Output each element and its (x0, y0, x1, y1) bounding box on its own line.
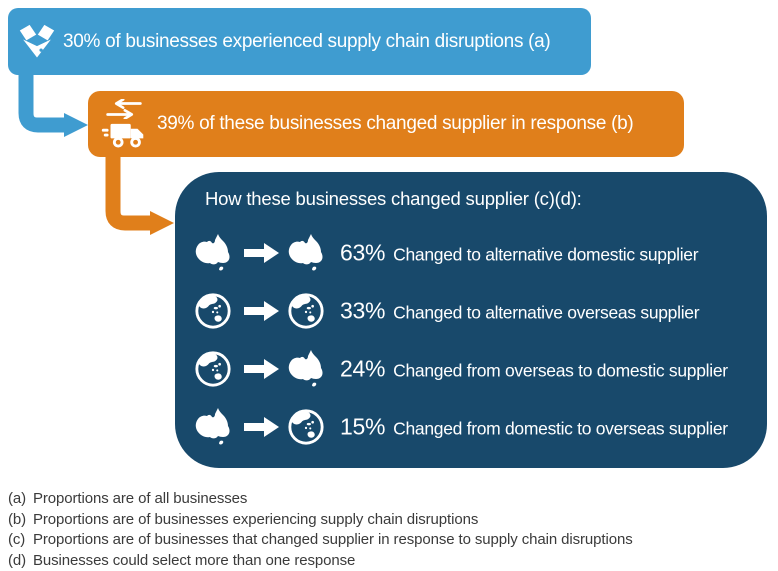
arrow-right-icon (244, 416, 280, 438)
result-label: Changed from domestic to overseas suppli… (393, 418, 728, 439)
footnote-text: Businesses could select more than one re… (33, 551, 356, 569)
step2-icon-column (100, 99, 148, 149)
australia-map-icon (287, 234, 327, 272)
footnote-label: (b) (8, 510, 27, 528)
result-text: 24% Changed from overseas to domestic su… (340, 356, 728, 383)
result-text: 63% Changed to alternative domestic supp… (340, 239, 699, 267)
australia-map-icon (194, 408, 234, 446)
open-box-icon (19, 24, 55, 58)
arrow-right-icon (244, 300, 280, 322)
result-row-domestic-to-domestic: 63% Changed to alternative domestic supp… (175, 233, 767, 273)
footnote-b: (b) Proportions are of businesses experi… (8, 510, 633, 531)
result-label: Changed from overseas to domestic suppli… (393, 360, 728, 381)
arrow-right-icon (244, 358, 280, 380)
footnote-label: (d) (8, 551, 27, 569)
connector-arrow-orange (105, 153, 174, 235)
result-label: Changed to alternative domestic supplier (393, 244, 699, 265)
footnote-text: Proportions are of all businesses (33, 490, 248, 507)
result-percentage: 24% (340, 355, 386, 382)
connector-arrow-blue (18, 72, 88, 137)
footnote-label: (c) (8, 531, 26, 548)
result-percentage: 33% (340, 297, 386, 324)
footnote-c: (c) Proportions are of businesses that c… (8, 530, 633, 551)
footnote-a: (a) Proportions are of all businesses (8, 489, 633, 510)
arrow-right-icon (244, 242, 280, 264)
australia-map-icon (194, 234, 234, 272)
footnote-label: (a) (8, 490, 27, 507)
step3-results-box: How these businesses changed supplier (c… (175, 172, 767, 468)
step1-disruptions-box: 30% of businesses experienced supply cha… (8, 8, 591, 75)
step1-text: 30% of businesses experienced supply cha… (63, 30, 551, 52)
footnote-text: Proportions are of businesses that chang… (33, 531, 633, 548)
globe-icon (287, 408, 325, 446)
footnotes: (a) Proportions are of all businesses (b… (8, 489, 633, 571)
globe-icon (287, 292, 325, 330)
results-title: How these businesses changed supplier (c… (205, 188, 582, 209)
footnote-text: Proportions are of businesses experienci… (33, 510, 479, 528)
result-row-overseas-to-overseas: 33% Changed to alternative overseas supp… (175, 291, 767, 331)
globe-icon (194, 292, 232, 330)
delivery-truck-icon (101, 123, 144, 148)
step2-text: 39% of these businesses changed supplier… (157, 113, 634, 134)
result-label: Changed to alternative overseas supplier (393, 302, 700, 323)
result-text: 33% Changed to alternative overseas supp… (340, 297, 700, 325)
result-percentage: 15% (340, 413, 386, 440)
swap-arrows-icon (106, 99, 142, 119)
result-text: 15% Changed from domestic to overseas su… (340, 414, 728, 441)
result-row-domestic-to-overseas: 15% Changed from domestic to overseas su… (175, 407, 767, 447)
result-percentage: 63% (340, 239, 386, 266)
result-row-overseas-to-domestic: 24% Changed from overseas to domestic su… (175, 349, 767, 389)
globe-icon (194, 350, 232, 388)
step2-changed-supplier-box: 39% of these businesses changed supplier… (88, 91, 684, 157)
footnote-d: (d) Businesses could select more than on… (8, 551, 633, 571)
australia-map-icon (287, 350, 327, 388)
